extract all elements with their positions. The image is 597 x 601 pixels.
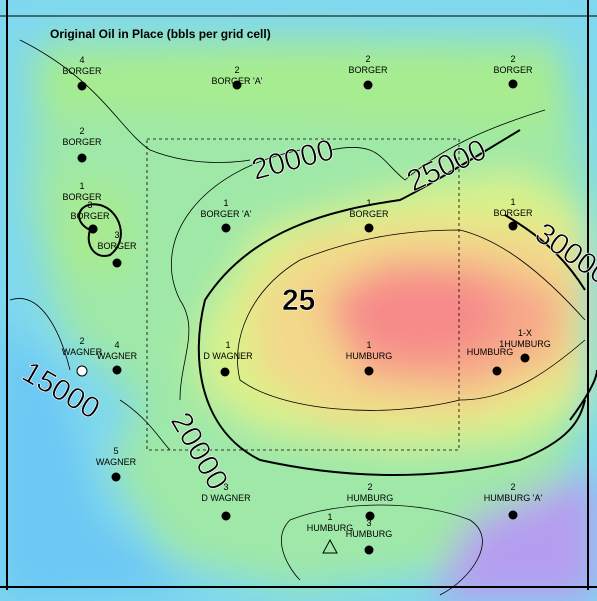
contour-line <box>78 203 122 257</box>
well-symbol <box>364 545 374 555</box>
well-symbol <box>77 153 87 163</box>
well-symbol <box>364 366 374 376</box>
well-name: D WAGNER <box>201 493 251 503</box>
well-number: 1 <box>327 512 332 522</box>
contour-line <box>504 214 586 291</box>
well-number: 2 <box>79 126 84 136</box>
well-number: 4 <box>114 340 119 350</box>
contour-line <box>170 149 301 401</box>
well-number: 2 <box>365 54 370 64</box>
well-number: 3 <box>114 230 119 240</box>
contour-line <box>281 504 483 596</box>
well-number: 4 <box>79 55 84 65</box>
well-name: HUMBURG <box>346 351 393 361</box>
well-symbol <box>88 224 98 234</box>
well-number: 2 <box>234 65 239 75</box>
well-name: HUMBURG <box>347 493 394 503</box>
well-symbol <box>364 223 374 233</box>
well-name: BORGER <box>62 137 102 147</box>
well-name: BORGER <box>62 66 102 76</box>
well-name: BORGER <box>70 211 110 221</box>
well-number: 1 <box>225 340 230 350</box>
well-name: WAGNER <box>97 351 138 361</box>
well-number: 3 <box>223 482 228 492</box>
well-symbol <box>508 510 518 520</box>
well-symbol <box>112 258 122 268</box>
well-name: BORGER <box>62 192 102 202</box>
well-symbol <box>232 80 242 90</box>
well-number: 3 <box>366 518 371 528</box>
well-symbol <box>220 367 230 377</box>
well-name: WAGNER <box>96 457 137 467</box>
well-name: HUMBURG <box>307 523 354 533</box>
well-number: 5 <box>113 446 118 456</box>
well-symbol <box>111 472 121 482</box>
well-symbol <box>76 365 88 377</box>
well-symbol <box>365 511 375 521</box>
well-symbol <box>492 366 502 376</box>
well-number: 1 <box>510 197 515 207</box>
well-number: 1 <box>366 340 371 350</box>
contour-line <box>9 298 171 451</box>
well-symbol <box>221 511 231 521</box>
well-name: WAGNER <box>62 347 103 357</box>
well-name: D WAGNER <box>203 351 253 361</box>
well-name: HUMBURG 'A' <box>484 493 543 503</box>
well-name: BORGER <box>349 209 389 219</box>
well-number: 1-X <box>518 328 532 338</box>
well-number: 2 <box>510 54 515 64</box>
contour-line <box>237 229 586 411</box>
well-name: BORGER <box>348 65 388 75</box>
well-name: BORGER 'A' <box>201 209 252 219</box>
well-number: 1 <box>366 198 371 208</box>
well-symbol <box>520 353 530 363</box>
well-number: 2 <box>367 482 372 492</box>
well-number: 3 <box>87 200 92 210</box>
well-name: BORGER <box>493 65 533 75</box>
contour-line <box>329 109 546 181</box>
contour-label: 25 <box>282 284 315 317</box>
well-name: HUMBURG <box>467 347 514 357</box>
well-symbol <box>322 538 338 554</box>
well-name: HUMBURG <box>346 529 393 539</box>
well-number: 2 <box>79 336 84 346</box>
well-name: BORGER 'A' <box>212 76 263 86</box>
well-name: BORGER <box>97 241 137 251</box>
well-number: 2 <box>510 482 515 492</box>
well-number: 1 <box>223 198 228 208</box>
well-symbol <box>112 365 122 375</box>
well-number: 1 <box>79 181 84 191</box>
well-symbol <box>508 79 518 89</box>
well-symbol <box>221 223 231 233</box>
area-outline <box>146 138 460 451</box>
contour-line <box>197 129 586 476</box>
map-title: Original Oil in Place (bbls per grid cel… <box>50 27 271 41</box>
well-name: 1HUMBURG <box>499 339 551 349</box>
well-symbol <box>363 80 373 90</box>
well-symbol <box>77 81 87 91</box>
well-name: BORGER <box>493 208 533 218</box>
well-symbol <box>508 221 518 231</box>
